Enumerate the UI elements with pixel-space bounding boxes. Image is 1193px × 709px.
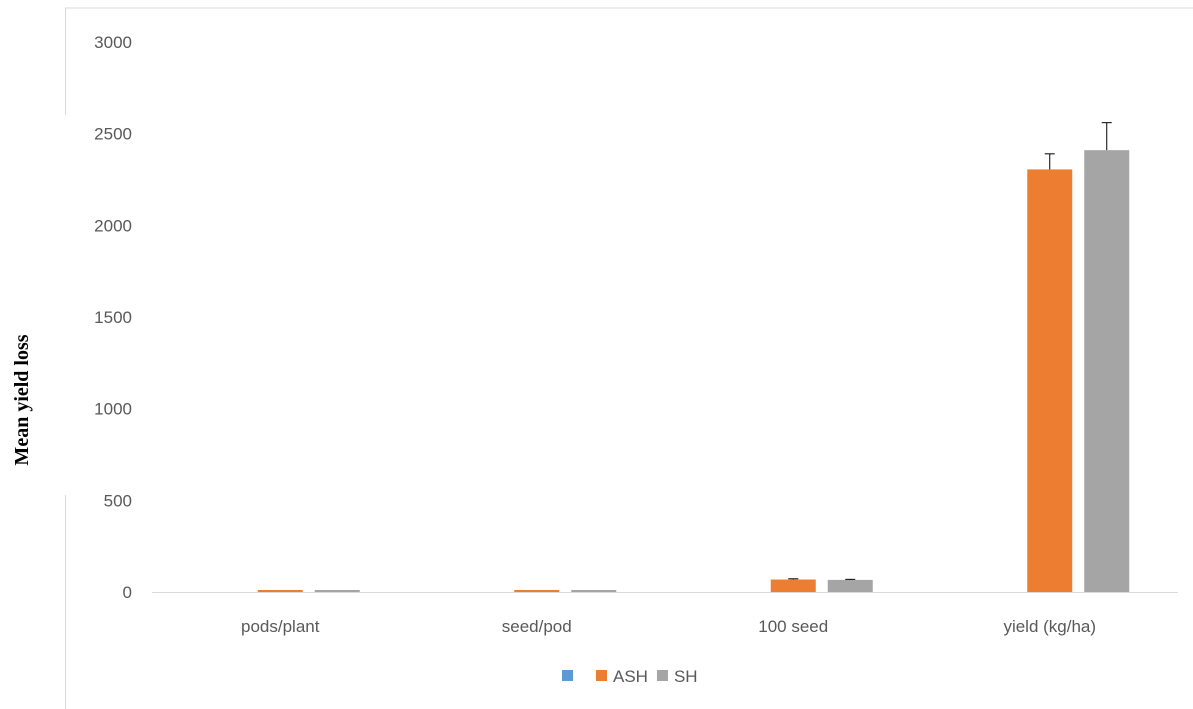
y-tick-label: 2500: [94, 125, 132, 144]
y-tick-label: 2000: [94, 216, 132, 235]
bar: [314, 590, 360, 592]
y-axis-ticks: 0 500 1000 1500 2000 2500 3000: [94, 33, 132, 602]
legend-swatch: [596, 670, 607, 681]
bar-series: [257, 150, 1130, 592]
bar: [770, 579, 816, 592]
y-tick-label: 500: [104, 491, 132, 510]
y-axis-label: Mean yield loss: [11, 334, 33, 465]
x-tick-label: pods/plant: [241, 617, 320, 636]
legend-label: SH: [674, 667, 698, 686]
legend-label: ASH: [613, 667, 648, 686]
y-tick-label: 1500: [94, 308, 132, 327]
y-tick-label: 3000: [94, 33, 132, 52]
bar: [257, 590, 303, 592]
error-bars: [788, 122, 1112, 580]
chart-frame: [65, 7, 1193, 709]
x-tick-label: seed/pod: [502, 617, 572, 636]
legend: ASH SH: [562, 667, 698, 686]
y-tick-label: 0: [123, 583, 132, 602]
bar: [1084, 150, 1130, 592]
x-tick-label: yield (kg/ha): [1003, 617, 1096, 636]
bar: [571, 590, 617, 592]
bar: [514, 590, 560, 592]
x-tick-label: 100 seed: [758, 617, 828, 636]
bar: [827, 579, 873, 592]
legend-swatch: [562, 670, 573, 681]
y-tick-label: 1000: [94, 400, 132, 419]
legend-swatch: [656, 670, 668, 681]
bar: [1027, 169, 1073, 592]
x-axis-category-labels: pods/plant seed/pod 100 seed yield (kg/ha): [241, 617, 1096, 636]
